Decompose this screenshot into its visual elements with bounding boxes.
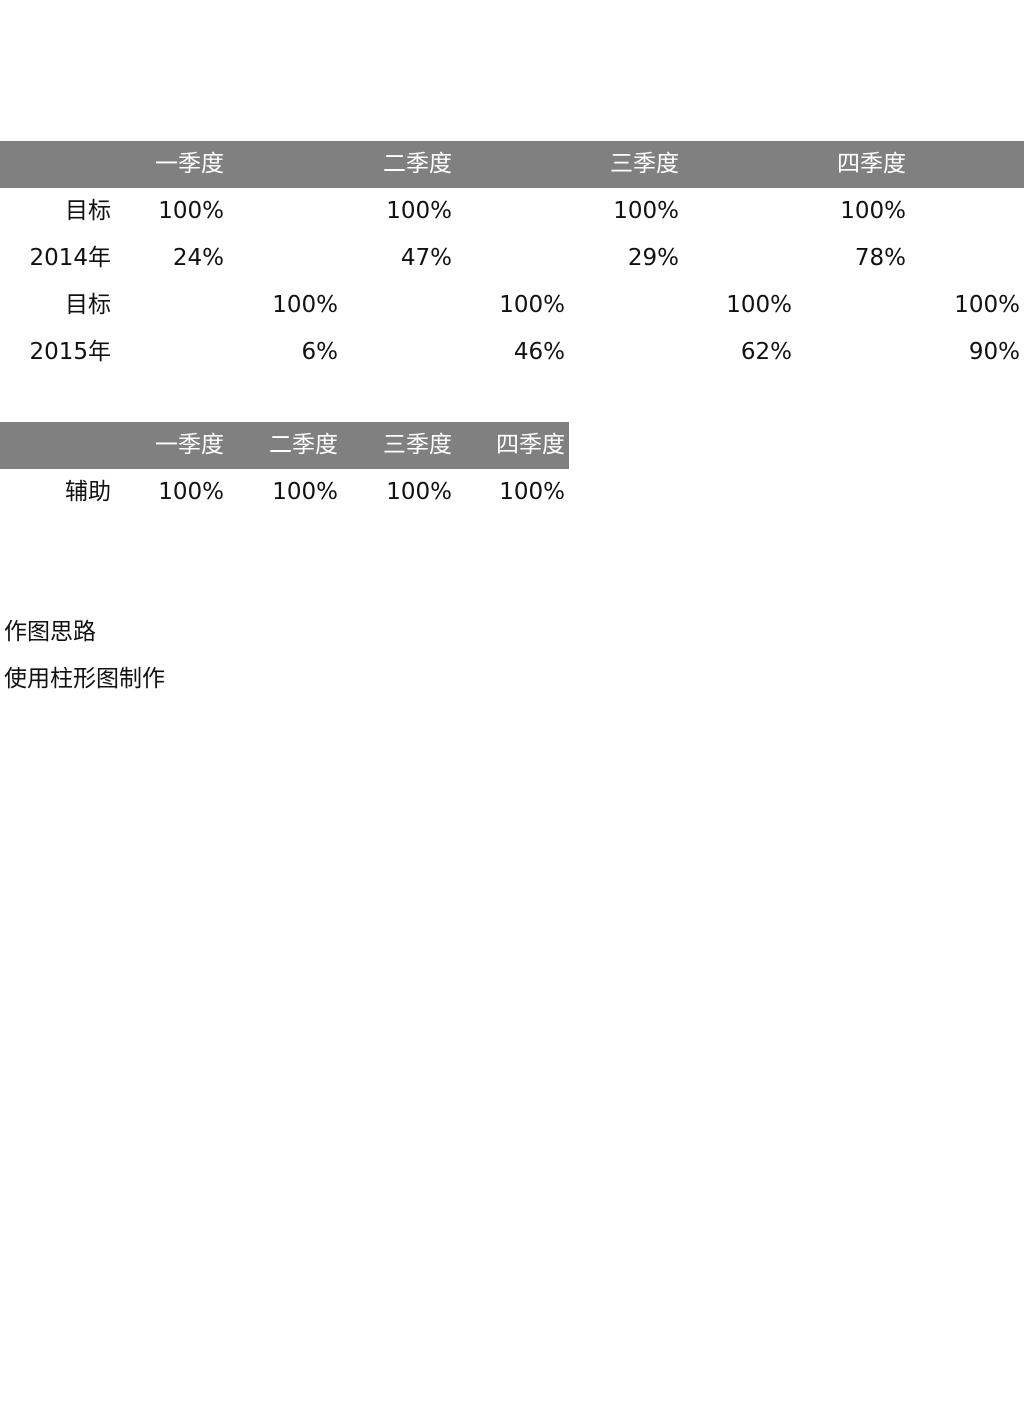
table1-row-label: 目标 bbox=[65, 292, 111, 318]
table1-header-q1: 一季度 bbox=[155, 151, 224, 177]
table1-cell: 6% bbox=[301, 339, 339, 365]
table2-header-q3: 三季度 bbox=[383, 432, 452, 458]
table1-cell: 47% bbox=[400, 245, 452, 271]
table1-header-q4: 四季度 bbox=[837, 151, 906, 177]
table1-cell: 100% bbox=[386, 198, 452, 224]
table2-cell: 100% bbox=[158, 479, 224, 505]
table1-cell: 100% bbox=[726, 292, 792, 318]
table1-cell: 100% bbox=[272, 292, 338, 318]
table2-cell: 100% bbox=[272, 479, 338, 505]
table1-row-label: 2014年 bbox=[29, 245, 111, 271]
table1-row-label: 2015年 bbox=[29, 339, 111, 365]
table1-header-q2: 二季度 bbox=[383, 151, 452, 177]
table1-header-band bbox=[0, 141, 1024, 188]
table1-cell: 62% bbox=[740, 339, 792, 365]
table1-cell: 24% bbox=[172, 245, 224, 271]
table2-header-q1: 一季度 bbox=[155, 432, 224, 458]
table1-cell: 46% bbox=[513, 339, 565, 365]
table1-cell: 100% bbox=[840, 198, 906, 224]
table1-row-label: 目标 bbox=[65, 198, 111, 224]
table1-cell: 100% bbox=[613, 198, 679, 224]
table1-cell: 100% bbox=[499, 292, 565, 318]
table1-cell: 100% bbox=[954, 292, 1020, 318]
table2-header-band bbox=[0, 422, 569, 469]
notes-body: 使用柱形图制作 bbox=[4, 666, 165, 692]
table2-cell: 100% bbox=[499, 479, 565, 505]
table2-row-label: 辅助 bbox=[65, 479, 111, 505]
table2-header-q4: 四季度 bbox=[496, 432, 565, 458]
notes-heading: 作图思路 bbox=[4, 619, 96, 645]
table1-cell: 90% bbox=[968, 339, 1020, 365]
table1-cell: 78% bbox=[854, 245, 906, 271]
table2-header-q2: 二季度 bbox=[269, 432, 338, 458]
table1-cell: 100% bbox=[158, 198, 224, 224]
table2-cell: 100% bbox=[386, 479, 452, 505]
table1-header-q3: 三季度 bbox=[610, 151, 679, 177]
table1-cell: 29% bbox=[627, 245, 679, 271]
